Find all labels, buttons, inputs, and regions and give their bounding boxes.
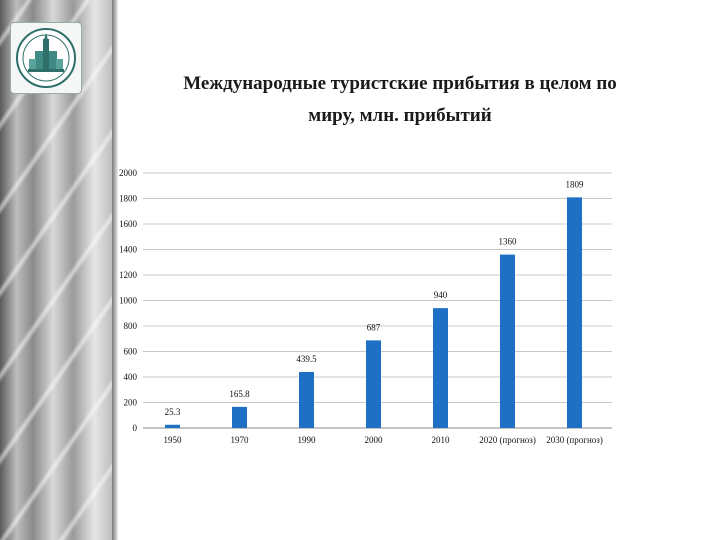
data-label: 687 xyxy=(367,322,381,332)
data-label: 165.8 xyxy=(229,389,250,399)
x-tick-label: 2010 xyxy=(432,435,451,445)
y-tick-label: 200 xyxy=(124,398,138,408)
y-tick-label: 1000 xyxy=(119,296,138,306)
y-tick-label: 400 xyxy=(124,372,138,382)
y-tick-label: 1200 xyxy=(119,270,138,280)
x-tick-label: 1990 xyxy=(298,435,317,445)
bar xyxy=(165,424,180,428)
y-tick-label: 1800 xyxy=(119,194,138,204)
bar xyxy=(567,197,582,428)
data-label: 1360 xyxy=(499,237,518,247)
y-tick-label: 1400 xyxy=(119,245,138,255)
x-tick-label: 2000 xyxy=(365,435,384,445)
bar xyxy=(366,340,381,428)
data-label: 940 xyxy=(434,290,448,300)
y-tick-label: 600 xyxy=(124,347,138,357)
x-tick-label: 1950 xyxy=(164,435,183,445)
y-tick-label: 800 xyxy=(124,321,138,331)
university-emblem-icon xyxy=(10,22,82,94)
y-tick-label: 2000 xyxy=(119,168,138,178)
decorative-side-bar xyxy=(0,0,118,540)
y-tick-label: 1600 xyxy=(119,219,138,229)
slide-title-line-1: Международные туристские прибытия в цело… xyxy=(183,73,617,94)
bar xyxy=(232,406,247,428)
x-tick-label: 2030 (прогноз) xyxy=(546,435,603,445)
bar xyxy=(299,371,314,428)
slide-title-line-2: миру, млн. прибытий xyxy=(308,105,492,126)
bar xyxy=(433,308,448,428)
x-tick-label: 2020 (прогноз) xyxy=(479,435,536,445)
data-label: 439.5 xyxy=(296,354,317,364)
y-tick-label: 0 xyxy=(133,423,138,433)
data-label: 1809 xyxy=(566,179,585,189)
x-tick-label: 1970 xyxy=(231,435,250,445)
bar xyxy=(500,254,515,428)
slide-title: Международные туристские прибытия в цело… xyxy=(130,68,670,132)
data-label: 25.3 xyxy=(165,407,181,417)
